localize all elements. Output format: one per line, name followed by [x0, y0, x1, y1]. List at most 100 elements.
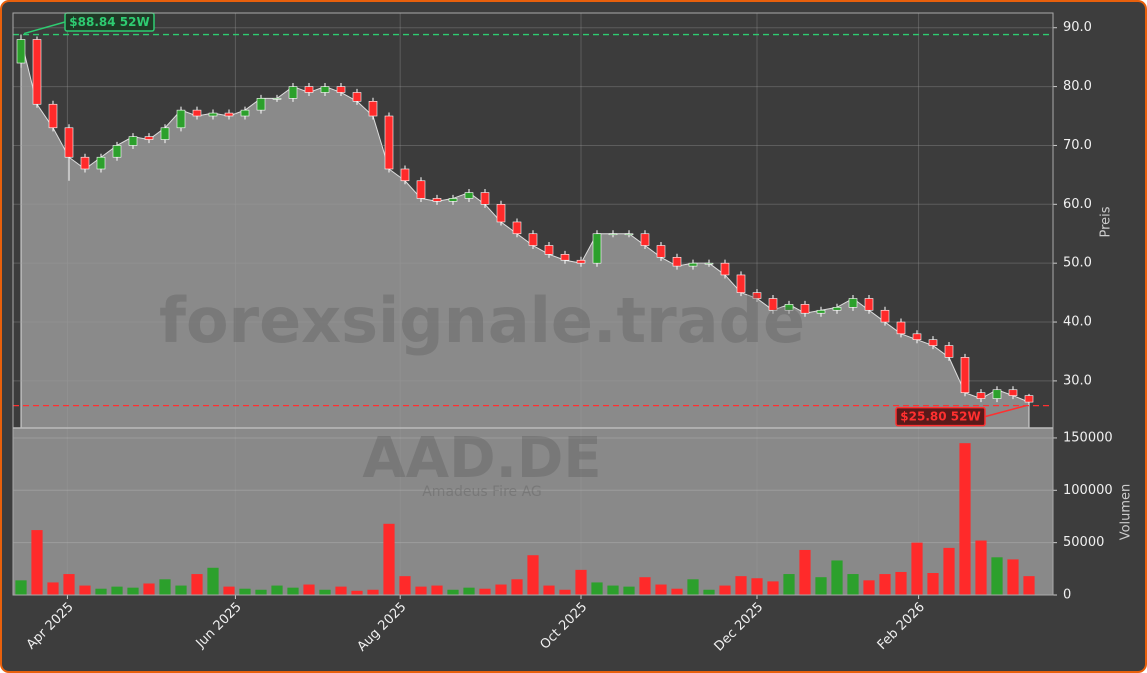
- candle-body: [64, 127, 74, 158]
- volume-bar: [831, 560, 843, 595]
- y-tick-label: 30.0: [1063, 373, 1092, 388]
- watermark-company: Amadeus Fire AG: [422, 484, 542, 500]
- candle-body: [800, 304, 810, 314]
- volume-bar: [143, 583, 155, 595]
- candle-body: [80, 156, 90, 170]
- candle-body: [640, 233, 650, 246]
- volume-bar: [63, 574, 75, 595]
- volume-bar: [639, 577, 651, 595]
- volume-bar: [287, 587, 299, 595]
- volume-bar: [927, 573, 939, 595]
- panel-border: [12, 12, 1054, 596]
- annotation-box: [895, 406, 986, 427]
- volume-bar: [671, 588, 683, 595]
- volume-bar: [1023, 576, 1035, 595]
- volume-bar: [895, 571, 907, 595]
- y-tick-label: 50000: [1063, 535, 1104, 550]
- candle-body: [768, 298, 778, 311]
- candle-body: [912, 333, 922, 341]
- candle-body: [704, 262, 714, 265]
- candle-body: [880, 309, 890, 323]
- y-tick-label: 0: [1063, 588, 1071, 603]
- candle-body: [784, 304, 794, 311]
- candle-body: [752, 292, 762, 299]
- volume-bar: [127, 587, 139, 595]
- candle-body: [224, 112, 234, 117]
- watermark-site: forexsignale.trade: [159, 284, 805, 357]
- volume-bar: [447, 589, 459, 595]
- candle-body: [592, 233, 602, 264]
- volume-bar: [607, 585, 619, 595]
- candle-body: [416, 180, 426, 199]
- candle-body: [896, 321, 906, 335]
- candle-body: [1024, 395, 1034, 403]
- candle-body: [16, 39, 26, 64]
- annotation-arrow: [984, 404, 1027, 418]
- volume-bar: [847, 574, 859, 595]
- y-tick-label: 80.0: [1063, 79, 1092, 94]
- volume-bar: [367, 589, 379, 595]
- volume-bar: [559, 589, 571, 595]
- candle-body: [288, 86, 298, 99]
- volume-bar: [767, 581, 779, 595]
- volume-bar: [735, 576, 747, 595]
- volume-bar: [815, 577, 827, 595]
- candle-body: [160, 127, 170, 140]
- candle-body: [48, 103, 58, 129]
- volume-bar: [111, 586, 123, 595]
- candle-body: [352, 92, 362, 102]
- volume-bar: [95, 588, 107, 595]
- candle-body: [1008, 389, 1018, 396]
- candle-body: [448, 198, 458, 202]
- candle-body: [512, 221, 522, 235]
- volume-bar: [399, 576, 411, 595]
- volume-bar: [959, 443, 971, 595]
- volume-bar: [31, 530, 43, 595]
- y-tick-label: 100000: [1063, 483, 1113, 498]
- volume-bar: [15, 580, 27, 595]
- candle-body: [208, 112, 218, 117]
- candle-body: [656, 245, 666, 258]
- y-axis-label: Preis: [1099, 206, 1114, 237]
- volume-bar: [687, 579, 699, 595]
- candle-body: [864, 298, 874, 311]
- candle-body: [608, 233, 618, 236]
- volume-bar: [79, 585, 91, 595]
- volume-bar: [751, 578, 763, 595]
- candle-body: [432, 198, 442, 202]
- volume-bar: [655, 584, 667, 595]
- volume-bar: [863, 580, 875, 595]
- volume-bar: [511, 579, 523, 595]
- volume-bar: [335, 586, 347, 595]
- volume-bar: [623, 586, 635, 595]
- volume-bar: [879, 574, 891, 595]
- candle-body: [816, 309, 826, 314]
- candle-body: [112, 145, 122, 158]
- volume-bar: [783, 574, 795, 595]
- watermark-symbol: AAD.DE: [362, 426, 601, 491]
- candle-body: [32, 39, 42, 105]
- candle-body: [544, 245, 554, 255]
- volume-bar: [207, 567, 219, 595]
- candle-body: [320, 86, 330, 93]
- candle-body: [976, 392, 986, 399]
- candle-body: [528, 233, 538, 246]
- candle-body: [960, 357, 970, 393]
- volume-bar: [591, 582, 603, 595]
- candle-body: [256, 98, 266, 111]
- volume-bar: [463, 587, 475, 595]
- volume-bar: [431, 585, 443, 595]
- volume-bar: [799, 549, 811, 595]
- candle-body: [304, 86, 314, 93]
- candle-body: [96, 156, 106, 170]
- annotation-label: $88.84 52W: [69, 15, 149, 29]
- candle-body: [944, 345, 954, 358]
- y-tick-label: 60.0: [1063, 197, 1092, 212]
- volume-bar: [383, 523, 395, 595]
- candle-body: [176, 109, 186, 129]
- volume-bar: [239, 588, 251, 595]
- volume-bar: [911, 542, 923, 595]
- candle-body: [384, 115, 394, 170]
- volume-bar: [975, 540, 987, 595]
